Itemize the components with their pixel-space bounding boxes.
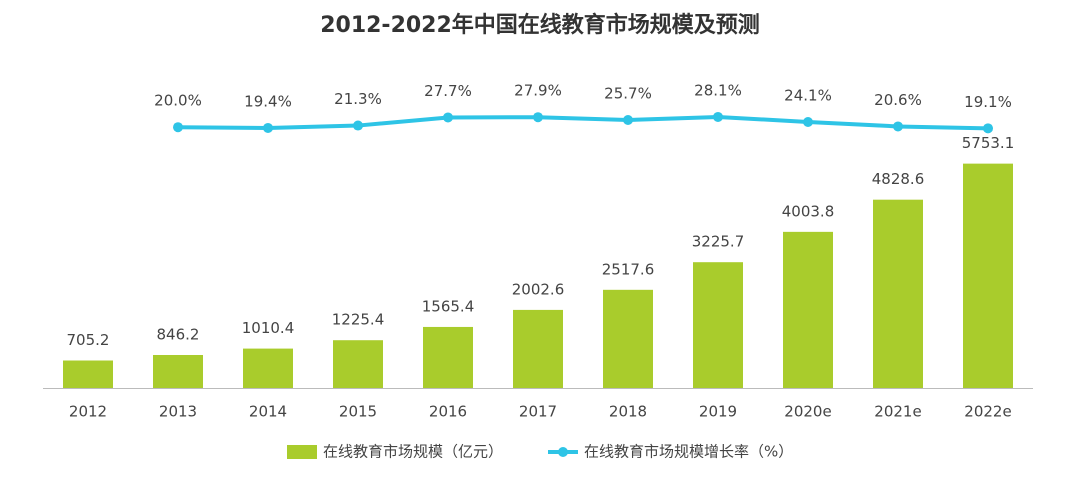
line-point — [533, 112, 543, 123]
bar — [423, 326, 473, 388]
data-label: 5753.1 — [962, 134, 1015, 152]
x-tick-label: 2021e — [874, 403, 921, 421]
data-label: 27.9% — [514, 82, 562, 100]
bar — [153, 354, 203, 388]
data-label: 4828.6 — [872, 170, 925, 188]
bar — [783, 231, 833, 388]
line-point — [443, 112, 453, 123]
x-tick-label: 2013 — [159, 403, 197, 421]
chart-title: 2012-2022年中国在线教育市场规模及预测 — [320, 12, 760, 38]
data-label: 21.3% — [334, 90, 382, 108]
bar — [693, 262, 743, 388]
data-label: 19.1% — [964, 93, 1012, 111]
data-label: 2002.6 — [512, 280, 565, 298]
data-label: 2517.6 — [602, 260, 655, 278]
data-label: 1565.4 — [422, 297, 475, 315]
data-label: 20.6% — [874, 91, 922, 109]
line-point — [173, 122, 183, 133]
bar — [513, 309, 563, 388]
data-label: 846.2 — [157, 325, 200, 343]
data-label: 1010.4 — [242, 319, 295, 337]
bar — [63, 360, 113, 388]
bar — [963, 163, 1013, 388]
x-tick-label: 2019 — [699, 403, 737, 421]
x-tick-label: 2018 — [609, 403, 647, 421]
legend-label: 在线教育市场规模（亿元） — [323, 443, 503, 461]
bar — [333, 340, 383, 388]
line-point — [983, 123, 993, 134]
legend-swatch — [287, 445, 317, 459]
data-label: 1225.4 — [332, 311, 385, 329]
line — [177, 114, 989, 131]
x-tick-label: 2016 — [429, 403, 467, 421]
x-tick-label: 2015 — [339, 403, 377, 421]
line-point — [893, 121, 903, 132]
legend-label: 在线教育市场规模增长率（%） — [584, 443, 793, 461]
x-tick-label: 2017 — [519, 403, 557, 421]
legend-swatch — [558, 447, 568, 457]
data-label: 4003.8 — [782, 202, 835, 220]
bar — [873, 199, 923, 388]
x-tick-label: 2012 — [69, 403, 107, 421]
data-label: 705.2 — [67, 331, 110, 349]
x-tick-label: 2022e — [964, 403, 1011, 421]
data-label: 3225.7 — [692, 233, 745, 251]
line-point — [803, 117, 813, 128]
x-tick-label: 2014 — [249, 403, 287, 421]
data-label: 25.7% — [604, 84, 652, 102]
line-point — [713, 111, 723, 122]
x-tick-label: 2020e — [784, 403, 831, 421]
line-point — [623, 114, 633, 125]
bar — [243, 348, 293, 388]
data-label: 20.0% — [154, 92, 202, 110]
data-label: 24.1% — [784, 87, 832, 105]
data-label: 27.7% — [424, 82, 472, 100]
data-label: 19.4% — [244, 92, 292, 110]
line-point — [353, 120, 363, 131]
bar — [603, 289, 653, 388]
line-point — [263, 122, 273, 133]
data-label: 28.1% — [694, 81, 742, 99]
